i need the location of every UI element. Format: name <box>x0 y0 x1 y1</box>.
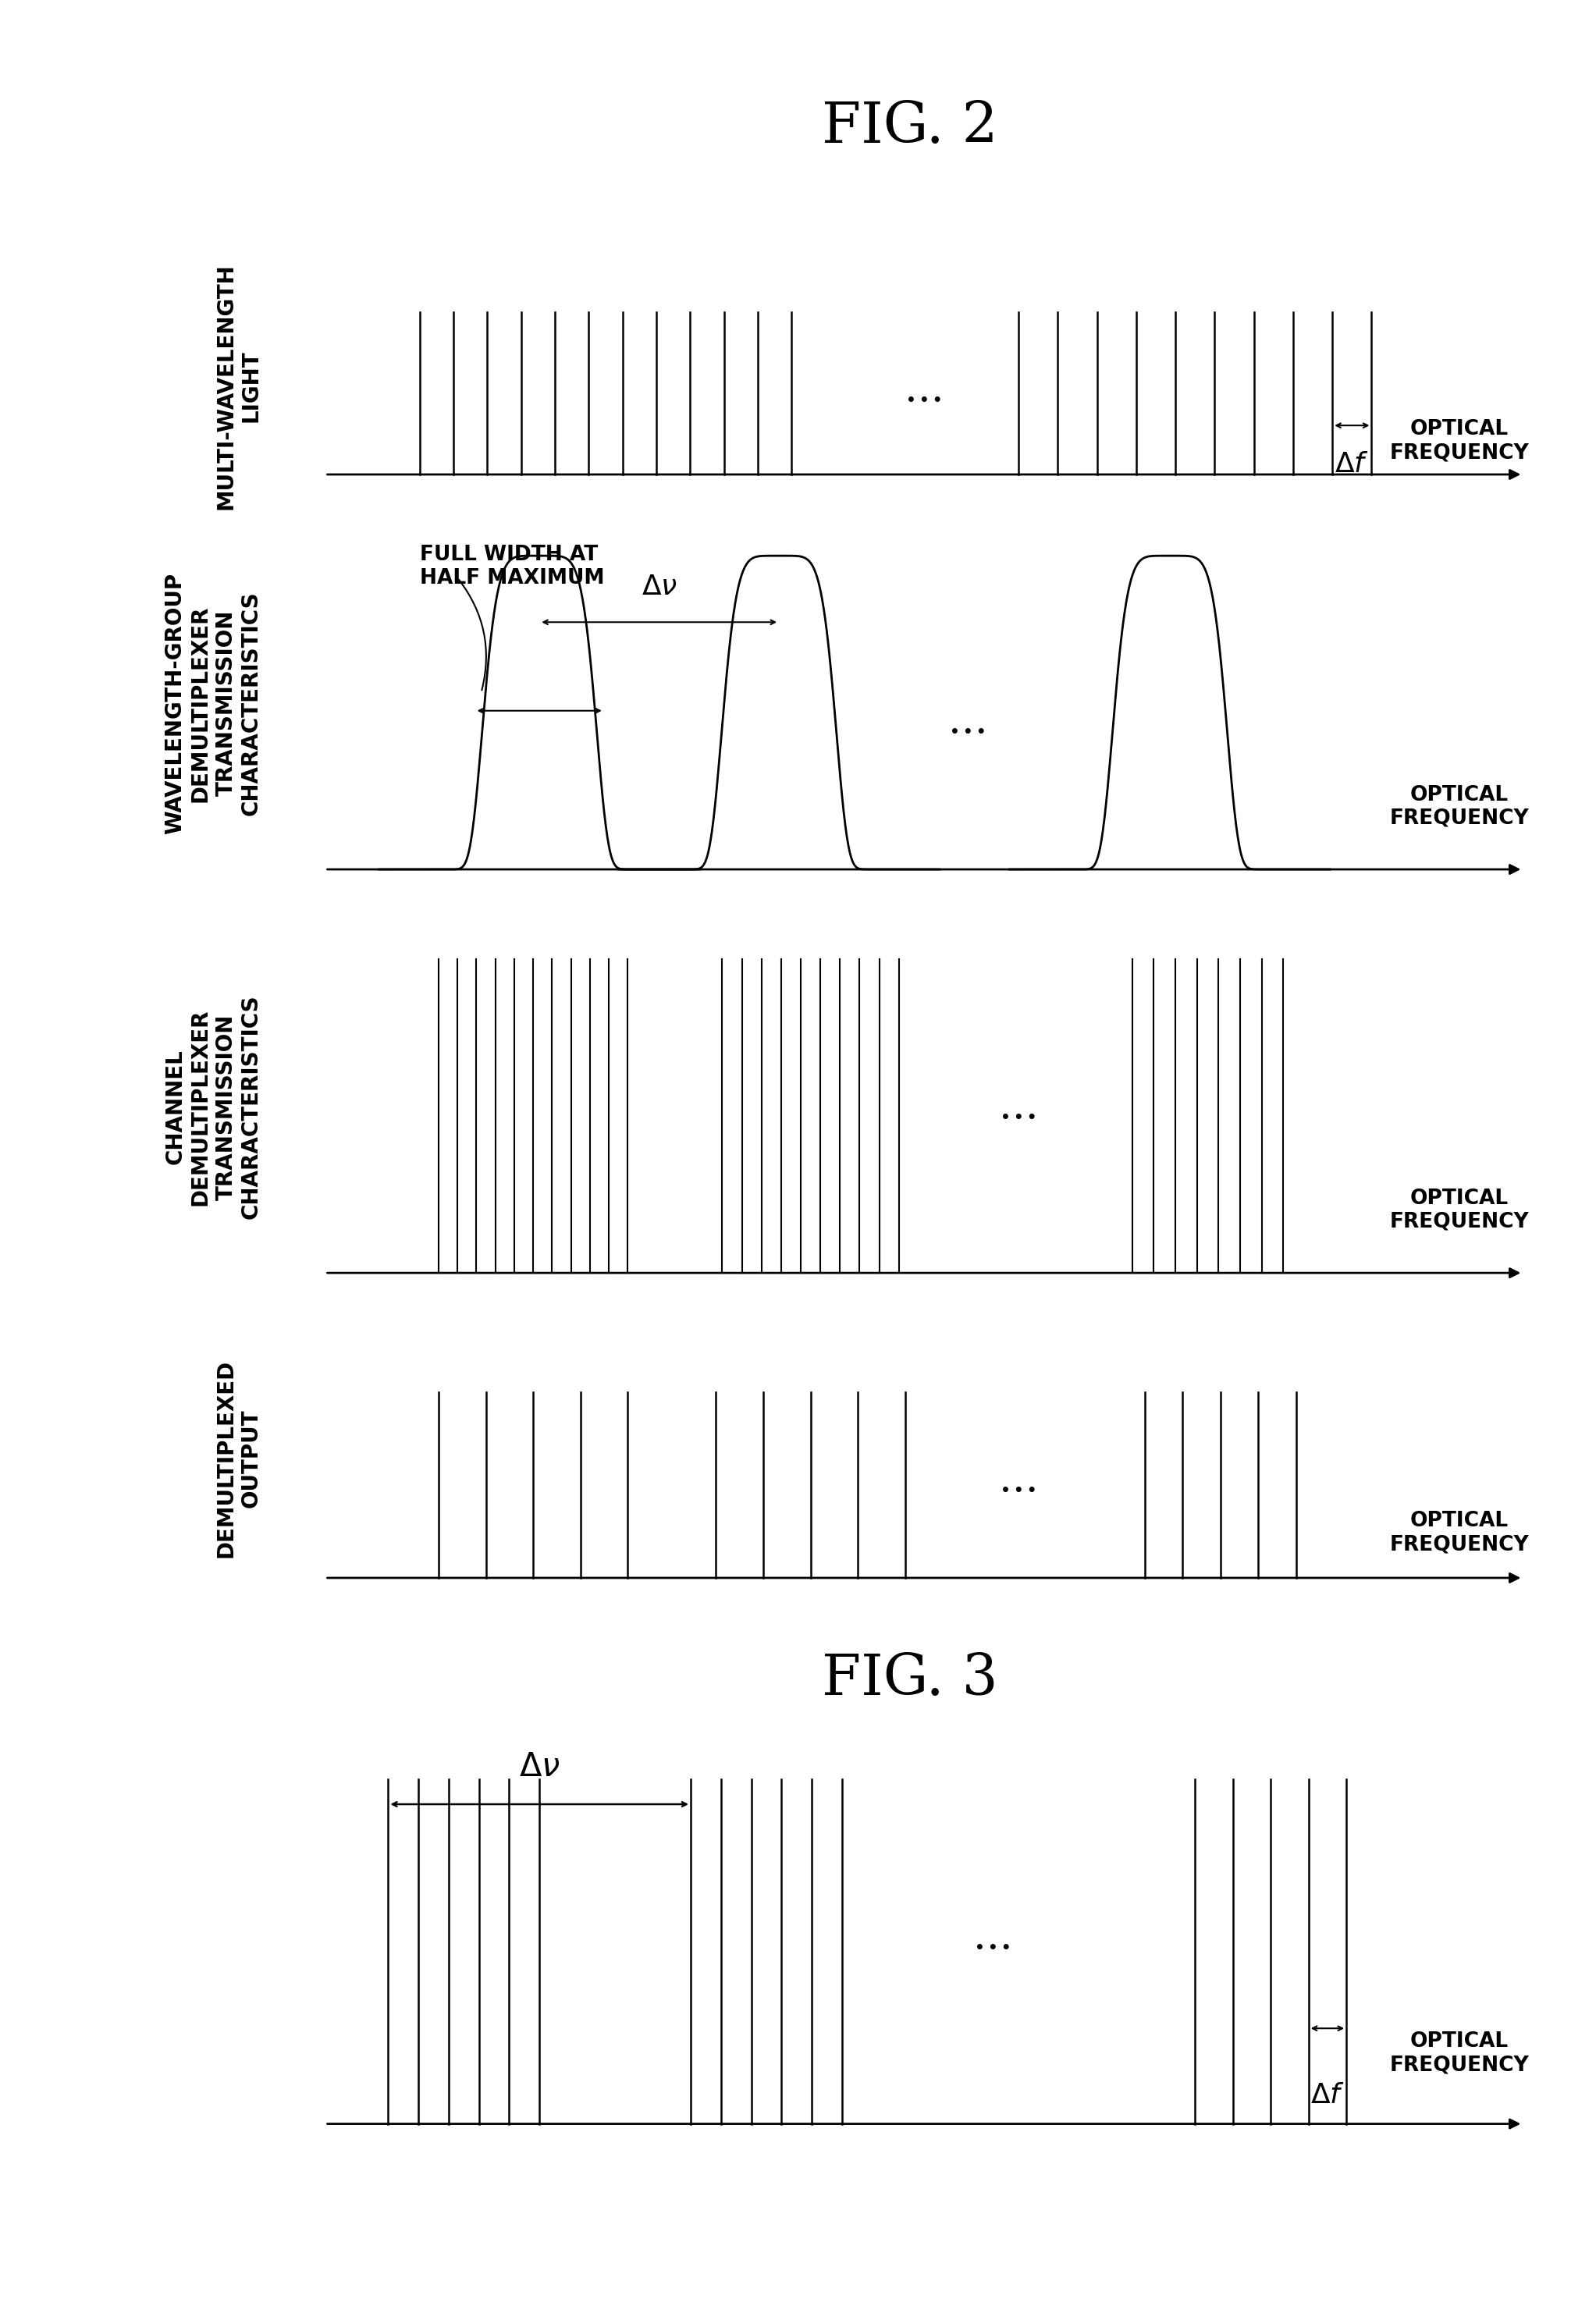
Text: $\Delta f$: $\Delta f$ <box>1334 452 1369 477</box>
Text: FULL WIDTH AT
HALF MAXIMUM: FULL WIDTH AT HALF MAXIMUM <box>420 544 605 588</box>
Text: OPTICAL
FREQUENCY: OPTICAL FREQUENCY <box>1390 420 1529 464</box>
Text: $\Delta f$: $\Delta f$ <box>1310 2082 1345 2110</box>
Text: ...: ... <box>905 371 943 410</box>
Text: FSR: FSR <box>484 1361 544 1388</box>
Text: ...: ... <box>948 701 988 743</box>
Text: FSR: FSR <box>824 957 886 985</box>
Text: WAVELENGTH-GROUP
DEMULTIPLEXER
TRANSMISSION
CHARACTERISTICS: WAVELENGTH-GROUP DEMULTIPLEXER TRANSMISS… <box>164 572 262 835</box>
Text: DEMULTIPLEXED
OUTPUT: DEMULTIPLEXED OUTPUT <box>215 1361 262 1557</box>
Text: ...: ... <box>999 1460 1039 1499</box>
Text: ...: ... <box>974 1916 1013 1958</box>
Text: FIG. 3: FIG. 3 <box>822 1651 997 1706</box>
Text: OPTICAL
FREQUENCY: OPTICAL FREQUENCY <box>1390 2032 1529 2075</box>
Text: $\Delta\nu$: $\Delta\nu$ <box>519 1750 560 1783</box>
Text: MULTI-WAVELENGTH
LIGHT: MULTI-WAVELENGTH LIGHT <box>215 263 262 510</box>
Text: OPTICAL
FREQUENCY: OPTICAL FREQUENCY <box>1390 1188 1529 1231</box>
Text: $\Delta\nu$: $\Delta\nu$ <box>642 574 677 600</box>
Text: CHANNEL
DEMULTIPLEXER
TRANSMISSION
CHARACTERISTICS: CHANNEL DEMULTIPLEXER TRANSMISSION CHARA… <box>164 994 262 1220</box>
Text: ...: ... <box>999 1086 1039 1128</box>
Text: OPTICAL
FREQUENCY: OPTICAL FREQUENCY <box>1390 784 1529 828</box>
Text: OPTICAL
FREQUENCY: OPTICAL FREQUENCY <box>1390 1510 1529 1554</box>
Text: FIG. 2: FIG. 2 <box>822 99 997 155</box>
